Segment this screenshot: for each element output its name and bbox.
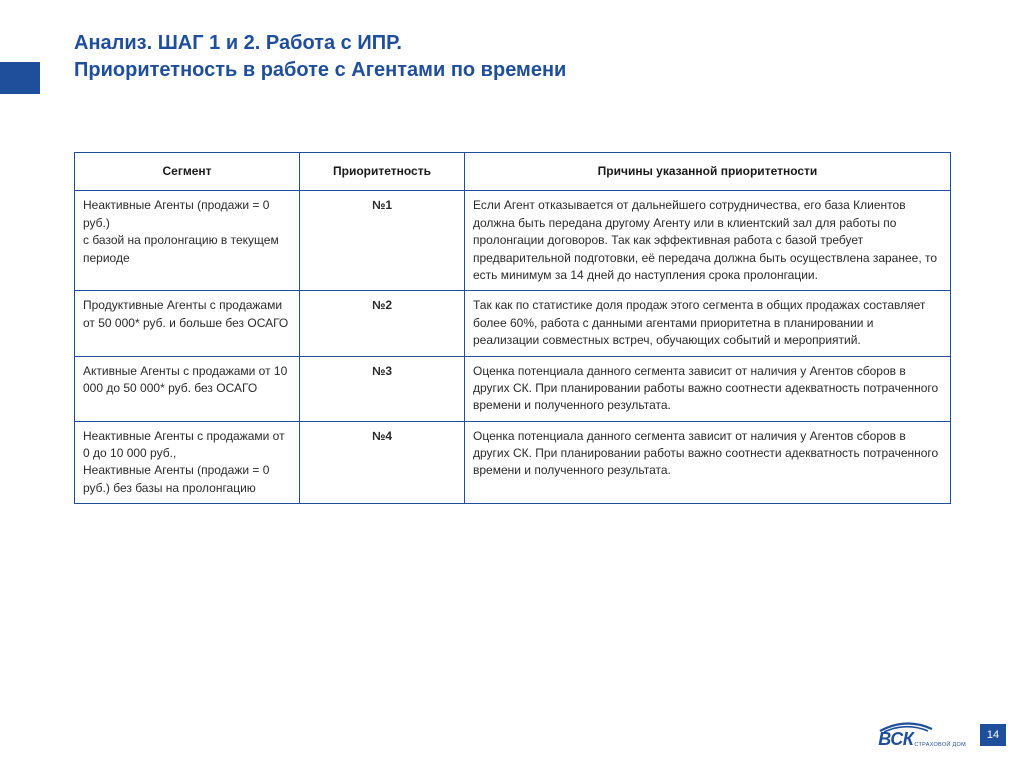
cell-segment: Неактивные Агенты (продажи = 0 руб.) с б…	[75, 191, 300, 291]
table-header-row: Сегмент Приоритетность Причины указанной…	[75, 153, 951, 191]
cell-priority: №2	[300, 291, 465, 356]
slide-title: Анализ. ШАГ 1 и 2. Работа с ИПР. Приорит…	[74, 30, 964, 84]
cell-segment: Продуктивные Агенты с продажами от 50 00…	[75, 291, 300, 356]
cell-segment: Активные Агенты с продажами от 10 000 до…	[75, 356, 300, 421]
cell-reason: Так как по статистике доля продаж этого …	[465, 291, 951, 356]
cell-reason: Оценка потенциала данного сегмента завис…	[465, 356, 951, 421]
col-reason: Причины указанной приоритетности	[465, 153, 951, 191]
page-number: 14	[980, 724, 1006, 746]
col-segment: Сегмент	[75, 153, 300, 191]
table-row: Продуктивные Агенты с продажами от 50 00…	[75, 291, 951, 356]
cell-priority: №3	[300, 356, 465, 421]
accent-bar	[0, 62, 40, 94]
priority-table: Сегмент Приоритетность Причины указанной…	[74, 152, 950, 504]
cell-reason: Оценка потенциала данного сегмента завис…	[465, 421, 951, 504]
cell-segment: Неактивные Агенты с продажами от 0 до 10…	[75, 421, 300, 504]
table-row: Неактивные Агенты с продажами от 0 до 10…	[75, 421, 951, 504]
logo-swoosh-icon	[878, 719, 934, 733]
cell-reason: Если Агент отказывается от дальнейшего с…	[465, 191, 951, 291]
logo-subtitle: СТРАХОВОЙ ДОМ	[914, 742, 966, 748]
table-row: Неактивные Агенты (продажи = 0 руб.) с б…	[75, 191, 951, 291]
title-line-2: Приоритетность в работе с Агентами по вр…	[74, 59, 566, 81]
cell-priority: №4	[300, 421, 465, 504]
cell-priority: №1	[300, 191, 465, 291]
title-line-1: Анализ. ШАГ 1 и 2. Работа с ИПР.	[74, 32, 402, 54]
slide-footer: ВСК СТРАХОВОЙ ДОМ 14	[878, 719, 1006, 750]
col-priority: Приоритетность	[300, 153, 465, 191]
table-row: Активные Агенты с продажами от 10 000 до…	[75, 356, 951, 421]
vsk-logo: ВСК СТРАХОВОЙ ДОМ	[878, 719, 966, 750]
